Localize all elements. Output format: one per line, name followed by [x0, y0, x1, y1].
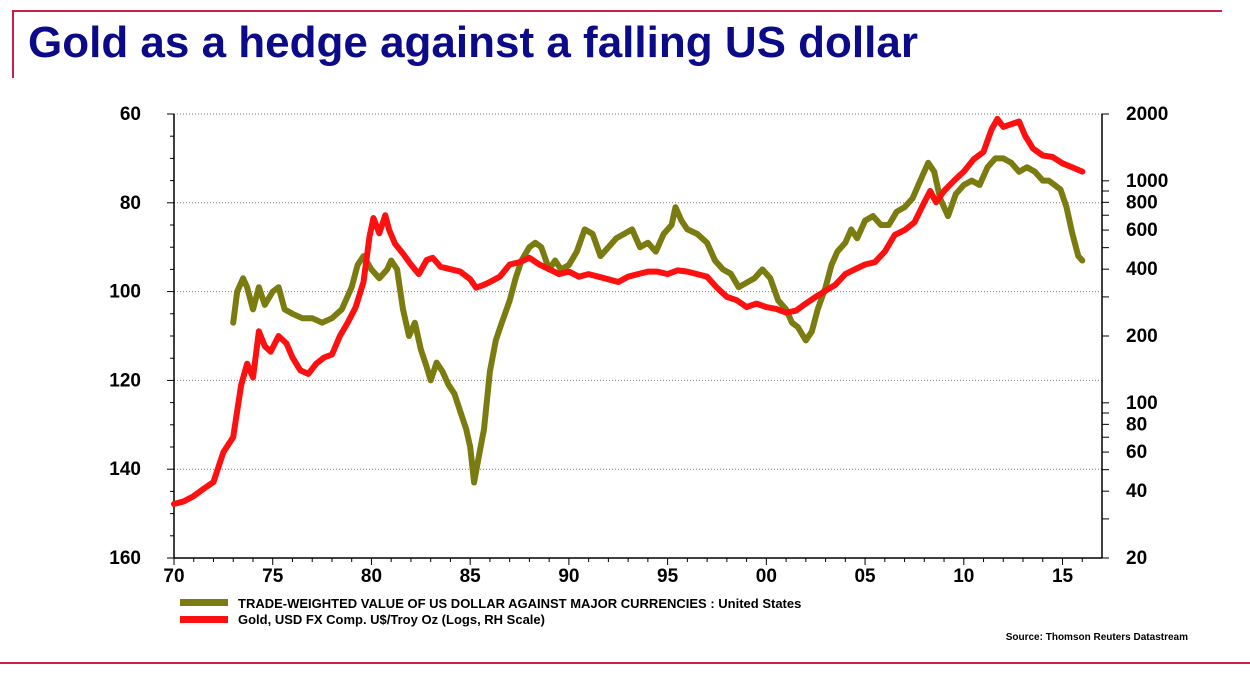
x-axis-tick-label: 85: [460, 566, 482, 587]
series-layer: [171, 115, 1086, 507]
bottom-accent-rule: [0, 662, 1250, 664]
right-axis-tick-label: 400: [1126, 259, 1158, 280]
page-title: Gold as a hedge against a falling US dol…: [28, 18, 918, 67]
x-axis-tick-label: 70: [163, 566, 184, 587]
axes: 6080100120140160200010008006004002001008…: [109, 104, 1168, 587]
legend-swatch-gold: [180, 616, 228, 623]
right-axis-tick-label: 40: [1126, 481, 1147, 502]
right-axis-tick-label: 200: [1126, 326, 1158, 347]
x-axis-tick-label: 75: [262, 566, 284, 587]
left-accent-rule: [12, 10, 14, 78]
left-axis-tick-label: 100: [109, 282, 141, 303]
left-axis-tick-label: 160: [109, 548, 141, 569]
gold-series-line: [171, 115, 1086, 507]
x-axis-tick-label: 80: [361, 566, 382, 587]
left-axis-tick-label: 120: [109, 370, 141, 391]
x-axis-tick-label: 10: [953, 566, 974, 587]
dollar-series-line: [230, 155, 1086, 486]
right-axis-tick-label: 80: [1126, 414, 1147, 435]
right-axis-tick-label: 2000: [1126, 104, 1168, 125]
legend-label-gold: Gold, USD FX Comp. U$/Troy Oz (Logs, RH …: [238, 612, 545, 627]
x-axis-tick-label: 95: [657, 566, 679, 587]
x-axis-tick-label: 05: [854, 566, 876, 587]
right-axis-tick-label: 800: [1126, 192, 1158, 213]
top-accent-rule: [12, 10, 1222, 12]
source-note: Source: Thomson Reuters Datastream: [1006, 632, 1188, 643]
x-axis-tick-label: 00: [756, 566, 777, 587]
left-axis-tick-label: 60: [120, 104, 141, 125]
legend: TRADE-WEIGHTED VALUE OF US DOLLAR AGAINS…: [180, 596, 801, 627]
left-axis-tick-label: 140: [109, 459, 141, 480]
x-axis-tick-label: 15: [1052, 566, 1074, 587]
right-axis-tick-label: 600: [1126, 220, 1158, 241]
right-axis-tick-label: 60: [1126, 442, 1147, 463]
right-axis-tick-label: 100: [1126, 393, 1158, 414]
legend-label-dollar: TRADE-WEIGHTED VALUE OF US DOLLAR AGAINS…: [238, 596, 801, 611]
gridlines: [174, 113, 1102, 470]
legend-swatch-dollar: [180, 599, 228, 606]
right-axis-tick-label: 1000: [1126, 171, 1168, 192]
x-axis-tick-label: 90: [558, 566, 579, 587]
left-axis-tick-label: 80: [120, 193, 141, 214]
right-axis-tick-label: 20: [1126, 548, 1147, 569]
